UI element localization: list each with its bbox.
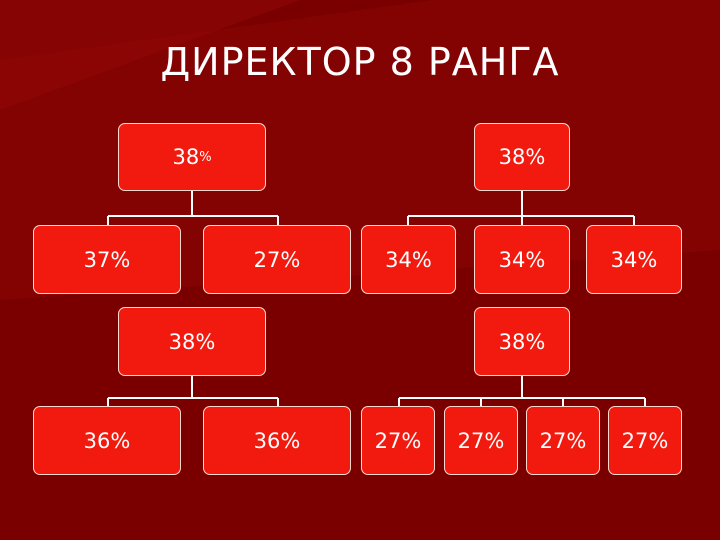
tree4-child-node: 27%	[608, 406, 682, 475]
tree3-root-node: 38%	[118, 307, 266, 376]
slide-title: ДИРЕКТОР 8 РАНГА	[160, 40, 560, 84]
tree2-child-node: 34%	[474, 225, 570, 294]
tree2-child-node: 34%	[361, 225, 456, 294]
tree1-child-node: 27%	[203, 225, 351, 294]
tree3-child-node: 36%	[203, 406, 351, 475]
tree2-child-node: 34%	[586, 225, 682, 294]
tree4-child-node: 27%	[444, 406, 518, 475]
tree4-root-node: 38%	[474, 307, 570, 376]
tree1-root-node: 38%	[118, 123, 266, 191]
tree4-child-node: 27%	[361, 406, 435, 475]
tree3-child-node: 36%	[33, 406, 181, 475]
tree4-child-node: 27%	[526, 406, 600, 475]
tree1-child-node: 37%	[33, 225, 181, 294]
tree1-root-unit: %	[199, 149, 212, 165]
tree1-root-value: 38	[172, 145, 200, 169]
tree2-root-node: 38%	[474, 123, 570, 191]
